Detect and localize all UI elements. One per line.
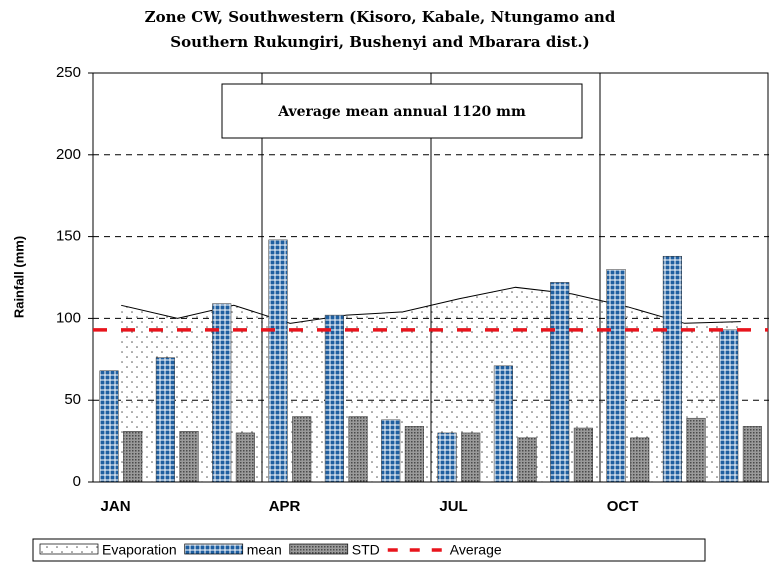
STD-bar [404,426,424,483]
legend-swatch [39,543,99,555]
mean-bar [99,370,119,483]
legend-label: Average [450,542,502,558]
legend-swatch [184,543,244,555]
STD-bar [235,432,255,483]
STD-bar [573,427,593,483]
mean-bar [437,432,457,483]
y-axis-label: Rainfall (mm) [11,236,26,318]
STD-bar [292,416,312,483]
y-tick-label: 50 [64,391,81,408]
legend-label: STD [352,542,380,558]
y-tick-label: 250 [56,64,81,81]
legend-swatch [289,543,349,555]
x-tick-label: OCT [607,498,639,515]
x-tick-label: APR [269,498,301,515]
y-tick-label: 200 [56,146,81,163]
y-tick-label: 100 [56,309,81,326]
x-tick-label: JAN [101,498,131,515]
legend-label: mean [247,542,282,558]
y-tick-label: 0 [73,473,81,490]
STD-bar [686,417,706,483]
x-tick-label: JUL [439,498,467,515]
mean-bar [268,239,288,483]
legend-label: Evaporation [102,542,177,558]
mean-bar [381,419,401,483]
mean-bar [324,314,344,483]
STD-bar [517,437,537,483]
mean-bar [719,329,739,483]
mean-bar [606,269,626,483]
chart-title: Southern Rukungiri, Bushenyi and Mbarara… [170,33,589,51]
mean-bar [155,357,175,483]
mean-bar [550,282,570,483]
STD-bar [461,432,481,483]
STD-bar [742,426,762,483]
annotation: Average mean annual 1120 mm [277,104,526,120]
chart-title: Zone CW, Southwestern (Kisoro, Kabale, N… [145,8,616,26]
y-tick-label: 150 [56,228,81,245]
mean-bar [493,365,513,483]
STD-bar [179,431,199,483]
mean-bar [662,255,682,483]
annotation-box [221,83,583,139]
STD-bar [348,416,368,483]
STD-bar [123,431,143,483]
STD-bar [630,437,650,483]
